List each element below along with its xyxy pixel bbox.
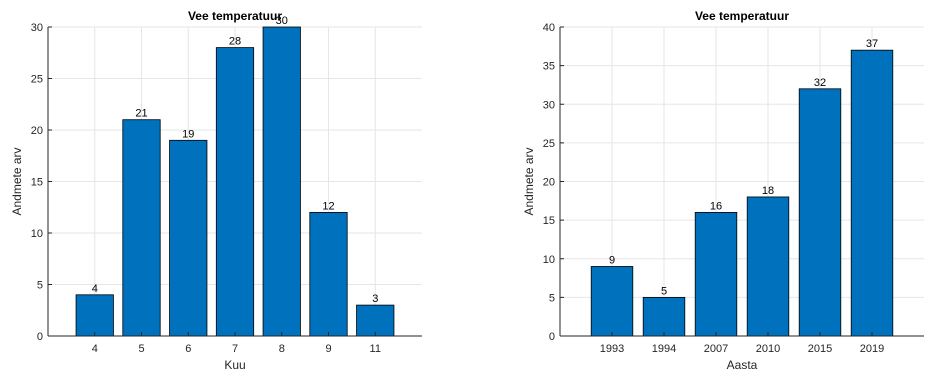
y-axis-label: Andmete arv (522, 147, 536, 215)
x-tick-label: 2015 (808, 343, 832, 355)
y-tick-label: 15 (543, 215, 555, 227)
chart-title: Vee temperatuur (188, 9, 282, 23)
data-label: 21 (135, 108, 147, 120)
y-tick-label: 0 (549, 331, 555, 343)
x-tick-label: 1993 (600, 343, 624, 355)
bar (215, 47, 255, 337)
y-tick-label: 15 (31, 177, 43, 189)
data-label: 18 (762, 185, 774, 197)
x-tick-label: 2019 (860, 343, 884, 355)
y-tick-label: 25 (543, 138, 555, 150)
bar (356, 304, 395, 337)
y-tick-label: 10 (31, 228, 43, 240)
x-tick-label: 11 (370, 343, 381, 355)
data-label: 3 (372, 293, 378, 305)
y-tick-label: 40 (543, 22, 555, 34)
x-axis-label: Aasta (727, 358, 758, 372)
x-tick-label: 6 (185, 343, 191, 355)
y-tick-label: 5 (37, 280, 43, 292)
bar (850, 49, 894, 337)
bar (694, 211, 738, 337)
chart-by-year: 9 5 16 18 32 37 0 5 10 15 20 25 30 35 40 1993 1994 2007 20… (522, 9, 924, 372)
bar (169, 139, 208, 337)
bar (642, 296, 686, 337)
x-tick-label: 7 (232, 343, 238, 355)
chart-title: Vee temperatuur (695, 9, 789, 23)
bar (309, 211, 348, 337)
data-label: 30 (276, 15, 288, 27)
x-tick-label: 5 (138, 343, 144, 355)
y-axis-label: Andmete arv (10, 147, 24, 215)
data-label: 9 (609, 254, 615, 266)
bar (75, 294, 114, 337)
y-tick-label: 10 (543, 254, 555, 266)
x-tick-label: 2010 (756, 343, 780, 355)
x-tick-label: 8 (279, 343, 285, 355)
bar (746, 196, 790, 337)
bar (590, 266, 634, 337)
bar (122, 119, 161, 337)
data-label: 16 (710, 200, 722, 212)
y-tick-label: 30 (31, 22, 43, 34)
x-axis-label: Kuu (224, 358, 245, 372)
x-tick-label: 1994 (652, 343, 676, 355)
y-tick-label: 5 (549, 292, 555, 304)
data-label: 12 (322, 200, 334, 212)
bar (262, 26, 301, 337)
data-label: 4 (92, 283, 98, 295)
y-tick-label: 0 (37, 331, 43, 343)
y-tick-label: 35 (543, 61, 555, 73)
x-tick-label: 9 (325, 343, 331, 355)
y-tick-label: 25 (31, 74, 43, 86)
data-label: 5 (661, 285, 667, 297)
y-tick-label: 20 (31, 125, 43, 137)
x-tick-label: 2007 (704, 343, 728, 355)
bar (798, 88, 842, 337)
x-tick-label: 4 (92, 343, 98, 355)
data-label: 28 (229, 36, 241, 48)
data-label: 32 (814, 77, 826, 89)
y-tick-label: 20 (543, 177, 555, 189)
data-label: 19 (182, 128, 194, 140)
y-tick-label: 30 (543, 99, 555, 111)
data-label: 37 (866, 38, 878, 50)
